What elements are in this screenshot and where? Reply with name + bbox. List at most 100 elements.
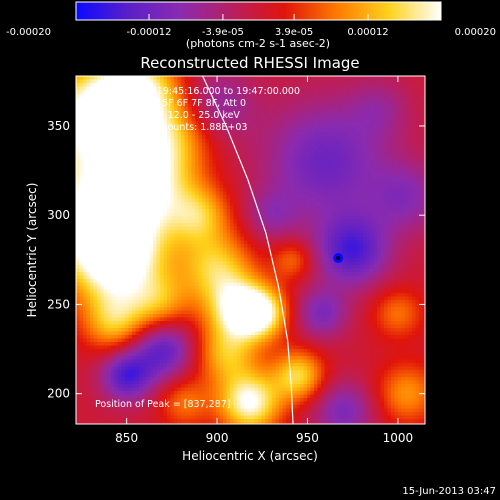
heatmap-cell	[282, 125, 287, 129]
heatmap-cell	[83, 114, 87, 119]
heatmap-cell	[352, 90, 357, 94]
heatmap-cell	[181, 163, 185, 168]
heatmap-cell	[321, 170, 325, 175]
heatmap-cell	[86, 170, 91, 175]
heatmap-cell	[391, 118, 395, 122]
heatmap-cell	[419, 188, 423, 192]
heatmap-cell	[391, 146, 395, 150]
heatmap-cell	[146, 247, 150, 252]
heatmap-cell	[146, 223, 150, 227]
heatmap-cell	[338, 156, 343, 161]
heatmap-cell	[289, 111, 294, 115]
heatmap-cell	[128, 125, 133, 129]
heatmap-cell	[86, 156, 91, 161]
heatmap-cell	[188, 107, 192, 112]
heatmap-cell	[135, 177, 140, 182]
heatmap-cell	[97, 244, 101, 248]
heatmap-cell	[352, 104, 357, 108]
heatmap-cell	[233, 202, 238, 206]
heatmap-cell	[356, 198, 360, 203]
heatmap-cell	[237, 79, 241, 84]
heatmap-cell	[317, 209, 322, 213]
heatmap-cell	[342, 212, 346, 217]
heatmap-cell	[128, 142, 133, 147]
heatmap-cell	[111, 209, 115, 213]
heatmap-cell	[181, 76, 185, 80]
heatmap-cell	[310, 146, 315, 150]
heatmap-cell	[310, 198, 315, 203]
heatmap-cell	[272, 132, 276, 136]
heatmap-cell	[254, 233, 259, 238]
heatmap-cell	[335, 135, 339, 140]
heatmap-cell	[324, 216, 329, 220]
heatmap-cell	[384, 230, 388, 234]
heatmap-cell	[352, 128, 357, 133]
heatmap-cell	[258, 244, 262, 248]
heatmap-cell	[268, 149, 273, 154]
heatmap-cell	[324, 111, 329, 115]
heatmap-cell	[345, 114, 350, 119]
heatmap-cell	[359, 244, 364, 248]
heatmap-cell	[373, 237, 378, 241]
heatmap-cell	[160, 100, 164, 105]
heatmap-cell	[373, 195, 378, 199]
heatmap-cell	[107, 156, 112, 161]
heatmap-cell	[387, 146, 392, 150]
heatmap-cell	[146, 240, 150, 245]
heatmap-cell	[345, 198, 350, 203]
heatmap-cell	[160, 212, 164, 217]
heatmap-cell	[310, 142, 315, 147]
heatmap-cell	[170, 202, 175, 206]
heatmap-cell	[328, 177, 332, 182]
heatmap-cell	[377, 97, 381, 101]
heatmap-cell	[212, 149, 217, 154]
heatmap-cell	[261, 226, 266, 231]
heatmap-cell	[90, 181, 94, 185]
heatmap-cell	[237, 226, 241, 231]
heatmap-cell	[268, 146, 273, 150]
heatmap-cell	[121, 114, 126, 119]
heatmap-cell	[324, 226, 329, 231]
heatmap-cell	[282, 139, 287, 143]
heatmap-cell	[244, 111, 248, 115]
heatmap-cell	[240, 132, 245, 136]
heatmap-cell	[296, 181, 301, 185]
heatmap-cell	[212, 142, 217, 147]
heatmap-cell	[384, 170, 388, 175]
heatmap-cell	[408, 198, 413, 203]
heatmap-cell	[366, 205, 371, 210]
heatmap-cell	[398, 198, 402, 203]
heatmap-cell	[118, 104, 122, 108]
heatmap-cell	[282, 153, 287, 157]
heatmap-cell	[405, 142, 409, 147]
heatmap-cell	[153, 244, 157, 248]
heatmap-cell	[398, 132, 402, 136]
heatmap-cell	[149, 93, 154, 98]
heatmap-cell	[377, 170, 381, 175]
heatmap-cell	[107, 114, 112, 119]
heatmap-cell	[76, 160, 80, 164]
heatmap-cell	[272, 153, 276, 157]
heatmap-cell	[415, 118, 420, 122]
heatmap-cell	[422, 160, 425, 164]
heatmap-cell	[272, 104, 276, 108]
heatmap-cell	[303, 223, 308, 227]
heatmap-cell	[303, 195, 308, 199]
heatmap-cell	[86, 149, 91, 154]
heatmap-cell	[149, 139, 154, 143]
heatmap-cell	[314, 156, 318, 161]
heatmap-cell	[335, 76, 339, 80]
heatmap-cell	[261, 76, 266, 80]
heatmap-cell	[352, 202, 357, 206]
heatmap-cell	[118, 184, 122, 189]
heatmap-cell	[191, 107, 196, 112]
heatmap-cell	[352, 240, 357, 245]
heatmap-cell	[181, 226, 185, 231]
heatmap-cell	[191, 93, 196, 98]
heatmap-cell	[153, 153, 157, 157]
heatmap-cell	[93, 181, 98, 185]
heatmap-cell	[377, 184, 381, 189]
heatmap-cell	[184, 230, 189, 234]
heatmap-cell	[104, 195, 108, 199]
heatmap-cell	[90, 86, 94, 91]
